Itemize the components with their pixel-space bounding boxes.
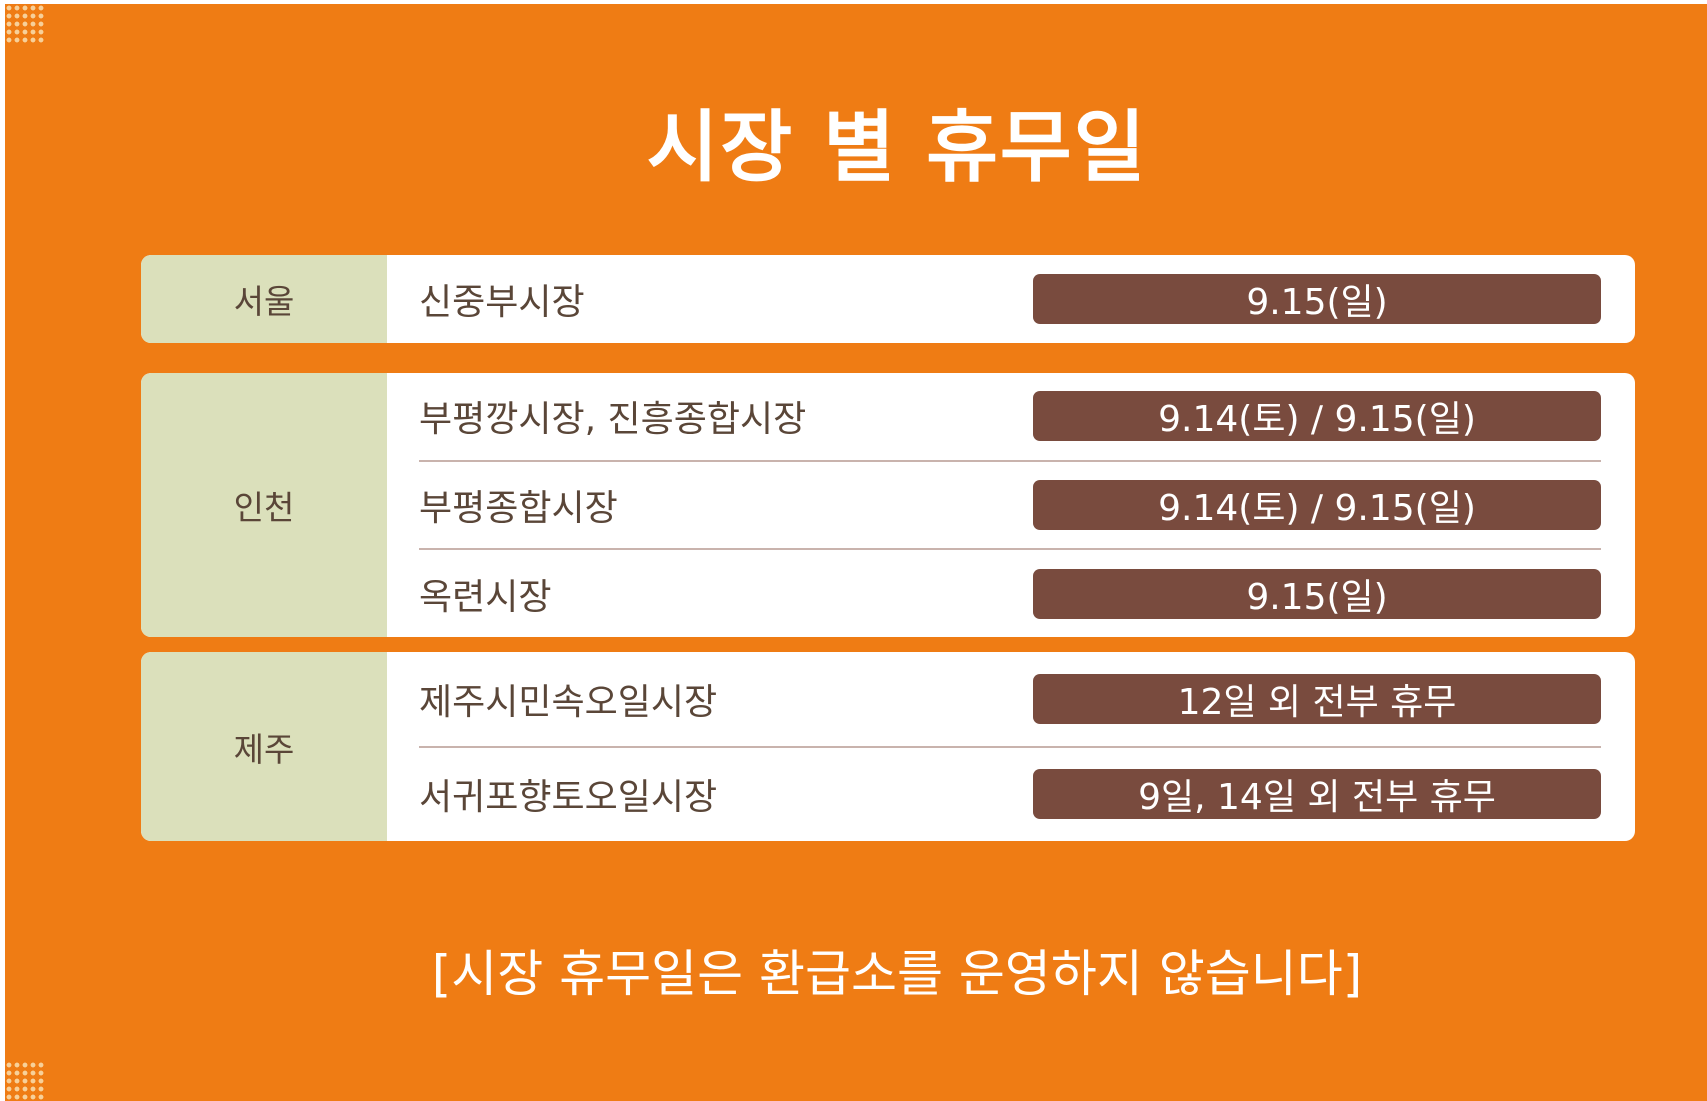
closed-date-badge: 12일 외 전부 휴무 bbox=[1033, 673, 1601, 724]
region-group-incheon: 인천 부평깡시장, 진흥종합시장 9.14(토) / 9.15(일) 부평종합시… bbox=[141, 373, 1635, 637]
footnote-notice: [시장 휴무일은 환급소를 운영하지 않습니다] bbox=[431, 945, 1363, 1003]
market-name: 옥련시장 bbox=[419, 576, 552, 618]
closed-date-badge: 9.14(토) / 9.15(일) bbox=[1033, 391, 1601, 442]
market-row: 제주시민속오일시장 12일 외 전부 휴무 bbox=[419, 652, 1601, 746]
market-list: 제주시민속오일시장 12일 외 전부 휴무 서귀포향토오일시장 9일, 14일 … bbox=[419, 652, 1601, 841]
market-list: 신중부시장 9.15(일) bbox=[419, 255, 1601, 343]
region-label: 인천 bbox=[141, 373, 387, 637]
region-label: 제주 bbox=[141, 652, 387, 841]
holiday-notice-card: 시장 별 휴무일 서울 신중부시장 9.15(일) 인천 부평깡시장, 진흥종합… bbox=[5, 4, 1707, 1101]
market-name: 부평종합시장 bbox=[419, 488, 618, 529]
corner-dot-pattern bbox=[5, 1061, 45, 1101]
market-list: 부평깡시장, 진흥종합시장 9.14(토) / 9.15(일) 부평종합시장 9… bbox=[419, 373, 1601, 637]
closed-date-badge: 9.14(토) / 9.15(일) bbox=[1033, 480, 1601, 530]
market-row: 부평종합시장 9.14(토) / 9.15(일) bbox=[419, 459, 1601, 549]
closed-date-badge: 9일, 14일 외 전부 휴무 bbox=[1033, 769, 1601, 820]
region-label: 서울 bbox=[141, 255, 387, 343]
market-name: 신중부시장 bbox=[419, 282, 585, 323]
market-row: 신중부시장 9.15(일) bbox=[419, 255, 1601, 343]
market-row: 옥련시장 9.15(일) bbox=[419, 548, 1601, 637]
closed-date-badge: 9.15(일) bbox=[1033, 568, 1601, 619]
page-title: 시장 별 휴무일 bbox=[646, 103, 1148, 193]
region-group-jeju: 제주 제주시민속오일시장 12일 외 전부 휴무 서귀포향토오일시장 9일, 1… bbox=[141, 652, 1635, 841]
market-row: 서귀포향토오일시장 9일, 14일 외 전부 휴무 bbox=[419, 745, 1601, 842]
corner-dot-pattern bbox=[5, 4, 45, 44]
market-name: 제주시민속오일시장 bbox=[419, 681, 718, 723]
region-group-seoul: 서울 신중부시장 9.15(일) bbox=[141, 255, 1635, 343]
closed-date-badge: 9.15(일) bbox=[1033, 274, 1601, 324]
market-row: 부평깡시장, 진흥종합시장 9.14(토) / 9.15(일) bbox=[419, 373, 1601, 460]
market-name: 서귀포향토오일시장 bbox=[419, 777, 718, 819]
market-name: 부평깡시장, 진흥종합시장 bbox=[419, 399, 807, 441]
